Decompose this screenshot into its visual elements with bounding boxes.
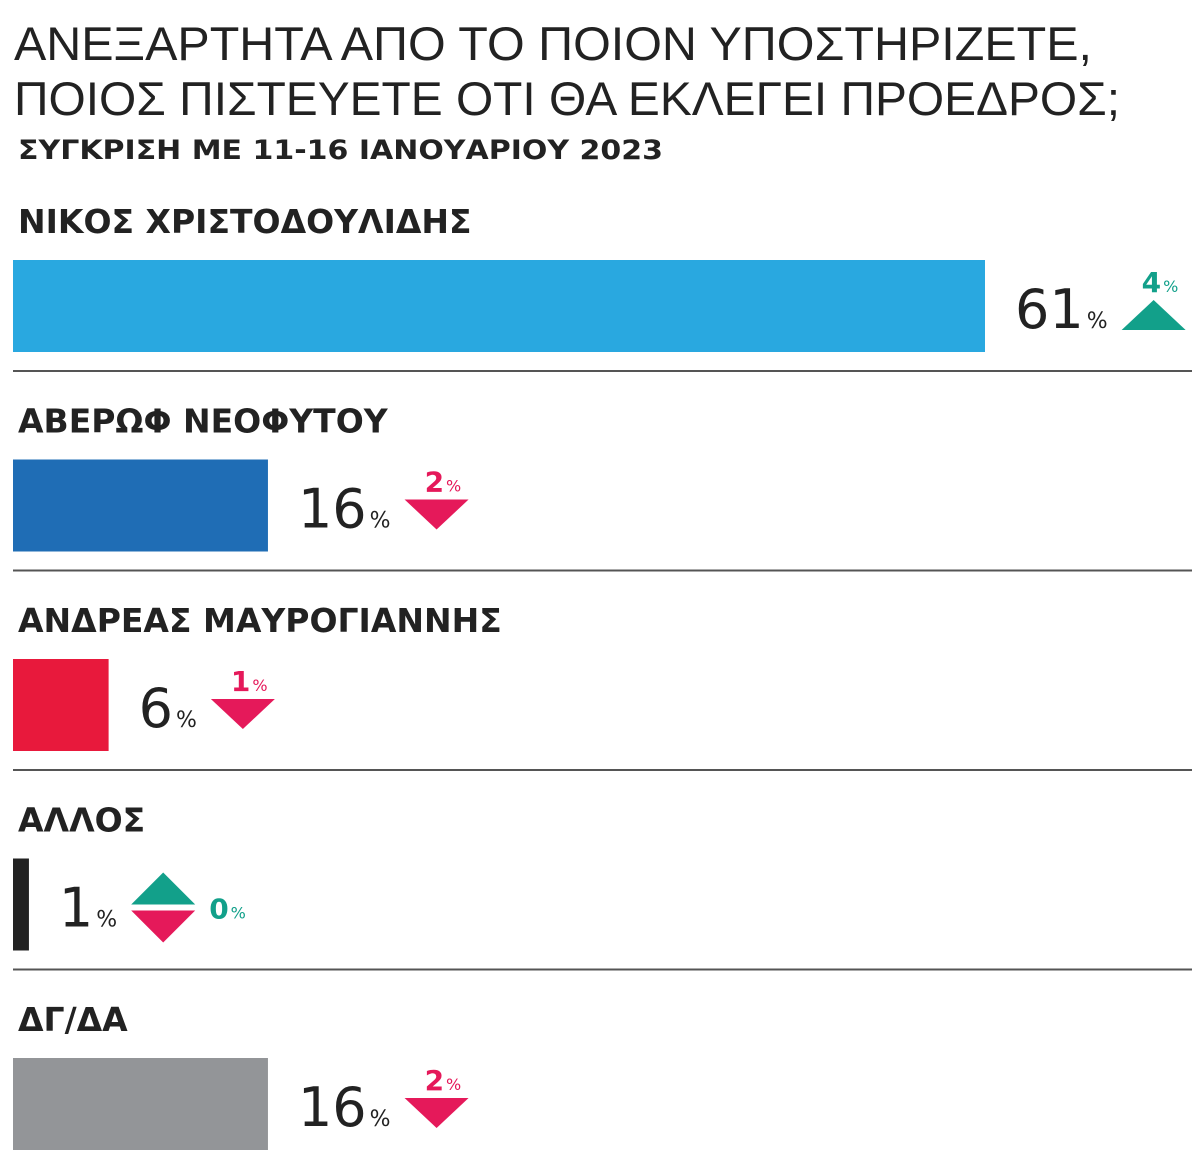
change-unit: % [446, 1075, 461, 1094]
chart-subtitle: ΣΥΓΚΡΙΣΗ ΜΕ 11-16 ΙΑΝΟΥΑΡΙΟΥ 2023 [18, 135, 663, 166]
value-label: 16 [298, 1076, 367, 1139]
bar [13, 260, 985, 352]
category-label: ΝΙΚΟΣ ΧΡΙΣΤΟΔΟΥΛΙΔΗΣ [18, 202, 472, 241]
change-label: 0 [209, 893, 228, 926]
change-label: 4 [1142, 266, 1161, 299]
change-arrow [210, 699, 275, 729]
change-unit: % [252, 676, 267, 695]
change-label: 1 [231, 665, 250, 698]
change-label: 2 [425, 1064, 444, 1097]
change-arrow-down [131, 910, 196, 943]
change-arrow [404, 1098, 469, 1128]
category-label: ΑΒΕΡΩΦ ΝΕΟΦΥΤΟΥ [18, 402, 389, 441]
category-label: ΑΛΛΟΣ [18, 801, 145, 840]
value-label: 61 [1015, 278, 1084, 341]
value-unit: % [1087, 309, 1108, 334]
category-label: ΑΝΔΡΕΑΣ ΜΑΥΡΟΓΙΑΝΝΗΣ [18, 601, 502, 640]
change-arrow-up [131, 872, 196, 905]
bar [13, 459, 268, 552]
value-label: 1 [59, 877, 93, 940]
value-label: 6 [139, 677, 173, 740]
value-unit: % [370, 1107, 391, 1132]
change-unit: % [446, 477, 461, 496]
change-arrow [404, 499, 469, 530]
chart-title: ΑΝΕΞΑΡΤΗΤΑ ΑΠΟ ΤΟ ΠΟΙΟΝ ΥΠΟΣΤΗΡΙΖΕΤΕ, [14, 17, 1092, 70]
value-unit: % [96, 908, 117, 933]
change-unit: % [1163, 277, 1178, 296]
category-label: ΔΓ/ΔΑ [18, 1000, 128, 1039]
value-unit: % [370, 509, 391, 534]
chart-title: ΠΟΙΟΣ ΠΙΣΤΕΥΕΤΕ ΟΤΙ ΘΑ ΕΚΛΕΓΕΙ ΠΡΟΕΔΡΟΣ; [14, 72, 1120, 125]
change-unit: % [231, 904, 246, 923]
value-unit: % [176, 708, 197, 733]
bar [13, 1058, 268, 1150]
bar [13, 858, 29, 951]
change-label: 2 [425, 466, 444, 499]
value-label: 16 [298, 478, 367, 541]
change-arrow [1121, 300, 1186, 330]
bar [13, 659, 109, 751]
